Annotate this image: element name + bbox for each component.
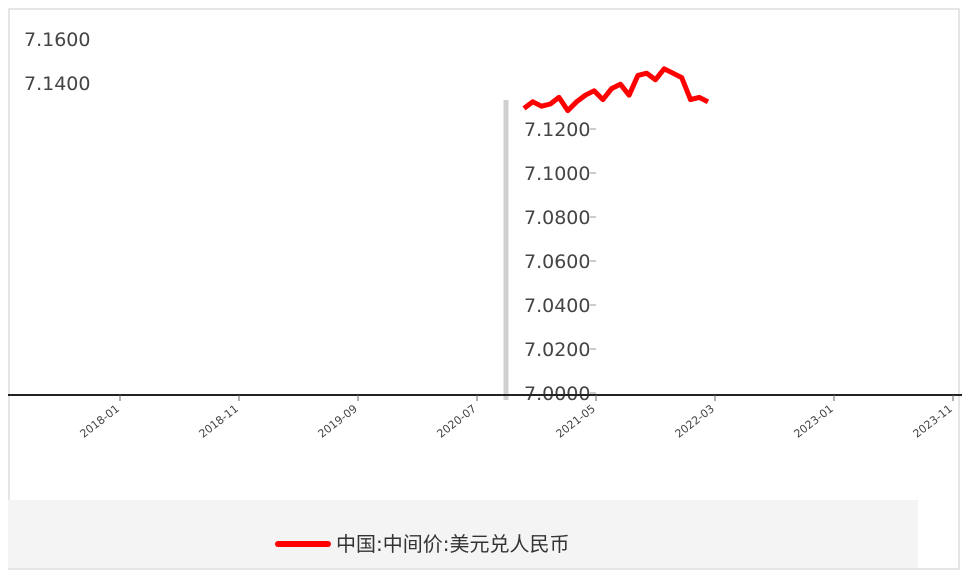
x-tick-label: 2023-11 [911, 402, 955, 441]
x-tick-label: 2019-09 [316, 402, 360, 441]
y-tick-label: 7.1400 [24, 73, 90, 95]
y-tick-label: 7.0400 [524, 295, 590, 317]
legend-label: 中国:中间价:美元兑人民币 [336, 532, 569, 556]
x-tick-label: 2018-01 [78, 402, 122, 441]
series-layer [522, 66, 710, 114]
x-tick-label: 2022-03 [673, 402, 717, 441]
x-tick-label: 2021-05 [554, 402, 598, 441]
x-tick-label: 2023-01 [792, 402, 836, 441]
chart-frame [8, 8, 960, 570]
x-tick-label: 2018-11 [197, 402, 241, 441]
y-tick-label: 7.1200 [524, 119, 590, 141]
x-tick-label: 2020-07 [435, 402, 479, 441]
y-axis-ticks: 7.1600 7.1400 7.1200 7.1000 7.0800 7.0600 7.04… [24, 29, 596, 405]
y-tick-label: 7.0600 [524, 251, 590, 273]
series-line [522, 66, 710, 114]
y-tick-label: 7.0200 [524, 339, 590, 361]
x-axis-ticks: 2018-01 2018-11 2019-09 2020-07 2021-05 2022-… [78, 395, 955, 441]
y-tick-label: 7.1000 [524, 163, 590, 185]
y-tick-label: 7.1600 [24, 29, 90, 51]
legend-background [8, 500, 918, 568]
y-tick-label: 7.0800 [524, 207, 590, 229]
